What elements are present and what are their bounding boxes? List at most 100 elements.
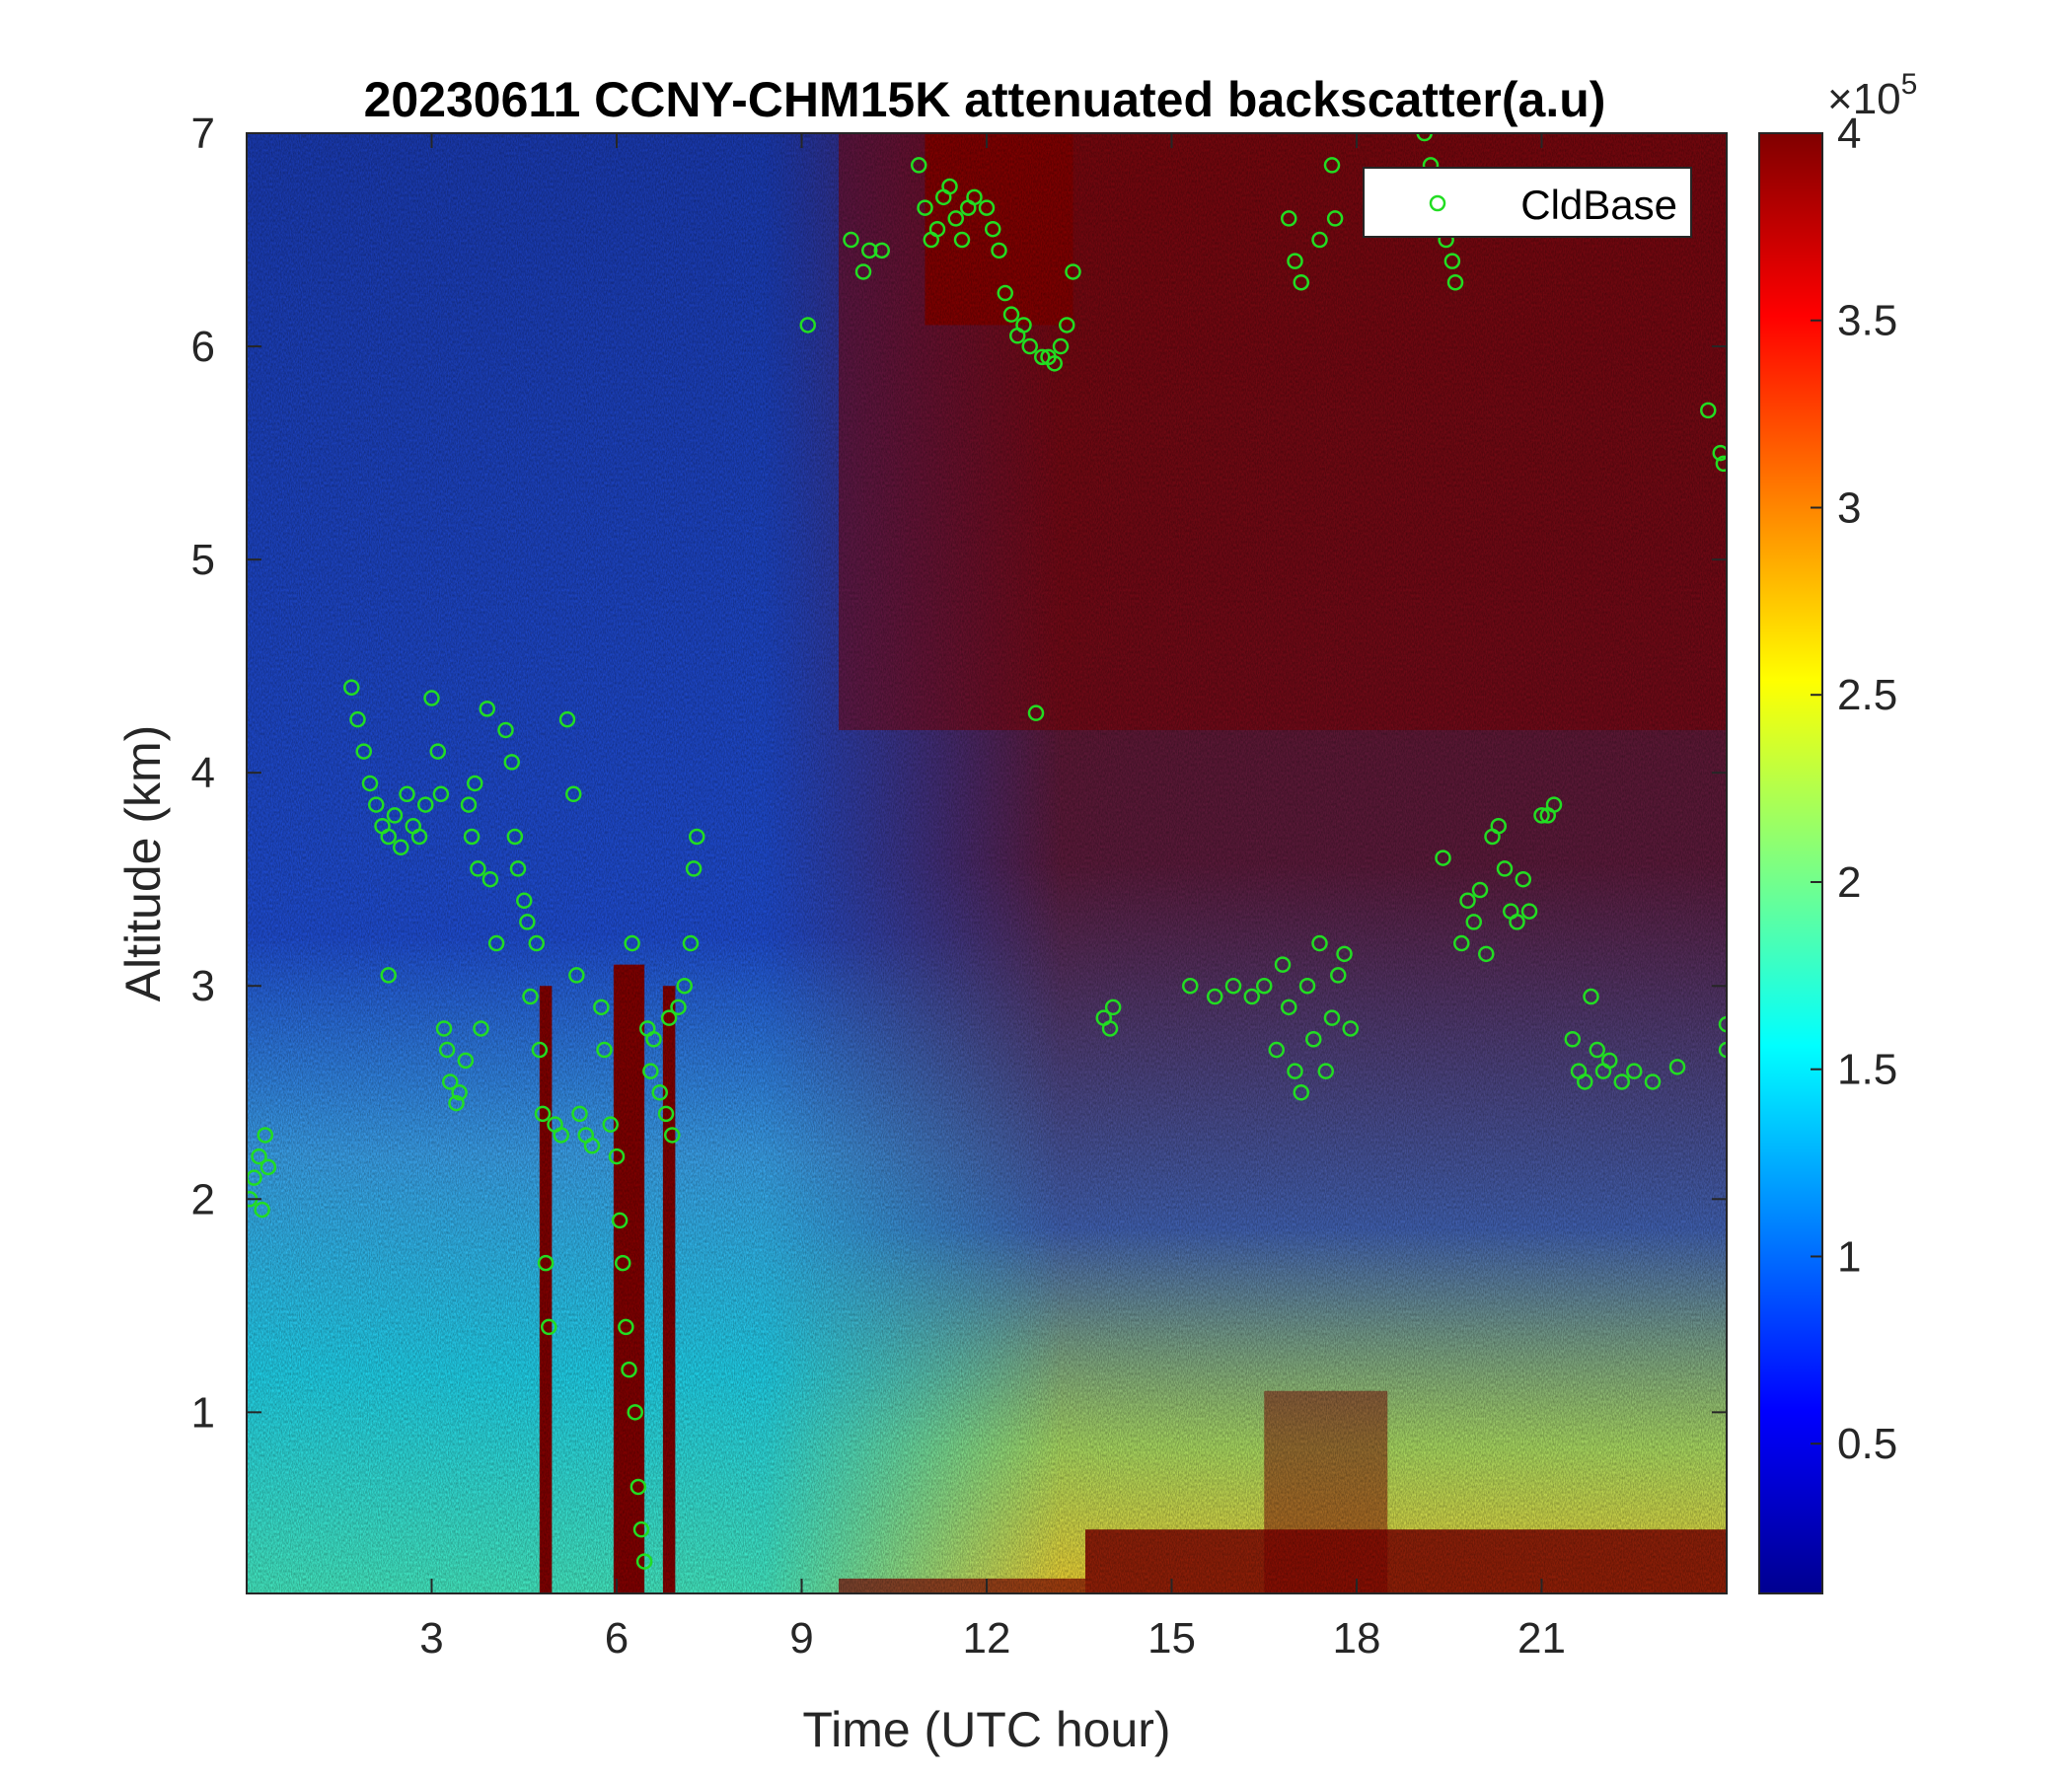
cldbase-point [506,828,524,846]
cldbase-point [565,785,582,803]
cldbase-point [435,1020,453,1037]
chart-title: 20230611 CCNY-CHM15K attenuated backscat… [364,72,1606,127]
cldbase-point [583,1138,601,1154]
colorbar-tick-label: 1.5 [1837,1046,1897,1094]
cldbase-point [522,988,539,1005]
cldbase-point [1700,402,1717,419]
colorbar-tick-label: 2.5 [1837,671,1897,719]
cldbase-point [355,743,372,760]
y-tick-label: 5 [191,536,215,584]
x-axis-label: Time (UTC hour) [802,1702,1170,1757]
cldbase-point [448,1094,465,1112]
x-tick-label: 3 [419,1614,443,1663]
cldbase-point [676,977,693,995]
cldbase-point [660,1009,678,1026]
cldbase-point [854,263,872,280]
cldbase-point [682,934,700,952]
y-tick-label: 4 [191,749,215,797]
cldbase-point [1034,348,1051,366]
cldbase-point [1104,999,1122,1016]
legend-marker [1429,194,1446,212]
colorbar-exponent: ×105 [1827,68,1917,123]
cldbase-point [645,1030,662,1048]
cldbase-point [1224,977,1242,995]
cldbase-point [618,1318,634,1336]
cldbase-point [1416,133,1433,142]
cldbase-point [873,242,890,259]
cldbase-point [1015,317,1032,333]
cldbase-point [1182,977,1199,995]
cldbase-point [1336,945,1353,963]
cldbase-point [670,999,687,1016]
cldbase-point [799,317,816,333]
cldbase-point [399,785,415,803]
y-tick-label: 3 [191,962,215,1010]
cldbase-point [928,220,946,238]
cldbase-point [497,721,514,739]
cldbase-point [349,710,366,728]
cldbase-point [1718,1041,1727,1059]
legend-label-cldbase: CldBase [1520,182,1677,228]
cldbase-point [1052,337,1070,355]
x-tick-label: 18 [1333,1614,1381,1663]
cldbase-point [685,860,703,877]
cldbase-point [629,1478,647,1496]
cldbase-point [985,220,1001,238]
cldbase-point [254,1201,270,1219]
cldbase-point [1446,273,1464,291]
cldbase-point [1715,455,1727,473]
cldbase-point [368,796,385,813]
cldbase-point [410,828,428,846]
cldbase-point [593,999,610,1016]
colorbar-tick-label: 3 [1837,483,1861,532]
cldbase-point [429,743,446,760]
cldbase-point [1065,263,1081,280]
cldbase-point [997,284,1013,302]
cldbase-point [380,828,397,846]
cldbase-point [442,1073,459,1090]
cldbase-point [528,934,545,952]
x-tick-label: 6 [605,1614,629,1663]
cldbase-point [1317,1063,1334,1079]
cldbase-point [651,1084,668,1101]
cldbase-point [991,242,1007,259]
cldbase-point [463,828,481,846]
cldbase-point [1027,704,1045,721]
cldbase-point [1311,934,1328,952]
cldbase-point [393,839,409,856]
colorbar-tick-label: 4 [1837,110,1861,158]
cldbase-point [481,870,499,888]
colorbar-exponent-power: 5 [1901,68,1918,101]
cldbase-point [558,710,576,728]
cldbase-point [966,188,983,206]
cldbase-point [1465,914,1482,930]
cldbase-point [1281,210,1297,227]
cldbase-point [621,1361,637,1378]
cldbase-point [1435,850,1451,866]
cldbase-point [978,199,996,216]
cldbase-markers [247,133,1727,1570]
colorbar-gradient [1758,132,1823,1594]
colorbar: 0.5 1 1.5 2 2.5 3 3.5 4 ×105 [1758,68,1917,1594]
cldbase-point [1002,306,1020,323]
cldbase-point [657,1105,675,1123]
colorbar-tick-label: 2 [1837,858,1861,907]
cldbase-point [1515,870,1531,888]
colorbar-ticks: 0.5 1 1.5 2 2.5 3 3.5 4 [1811,110,1897,1468]
cldbase-point [1243,988,1260,1005]
legend: CldBase [1363,167,1692,238]
cldbase-point [1293,1084,1309,1101]
cldbase-point [1496,860,1514,877]
cldbase-point [664,1127,681,1144]
cldbase-point [380,967,397,984]
cldbase-point [509,860,527,877]
legend-box [1363,167,1692,238]
cldbase-point [1583,988,1599,1005]
y-tick-label: 7 [191,110,215,158]
cldbase-point [1330,967,1347,984]
cldbase-point [1626,1063,1643,1079]
cldbase-point [1589,1041,1605,1059]
cldbase-point [516,892,533,910]
cldbase-point [1613,1073,1630,1090]
cldbase-point [911,157,927,174]
